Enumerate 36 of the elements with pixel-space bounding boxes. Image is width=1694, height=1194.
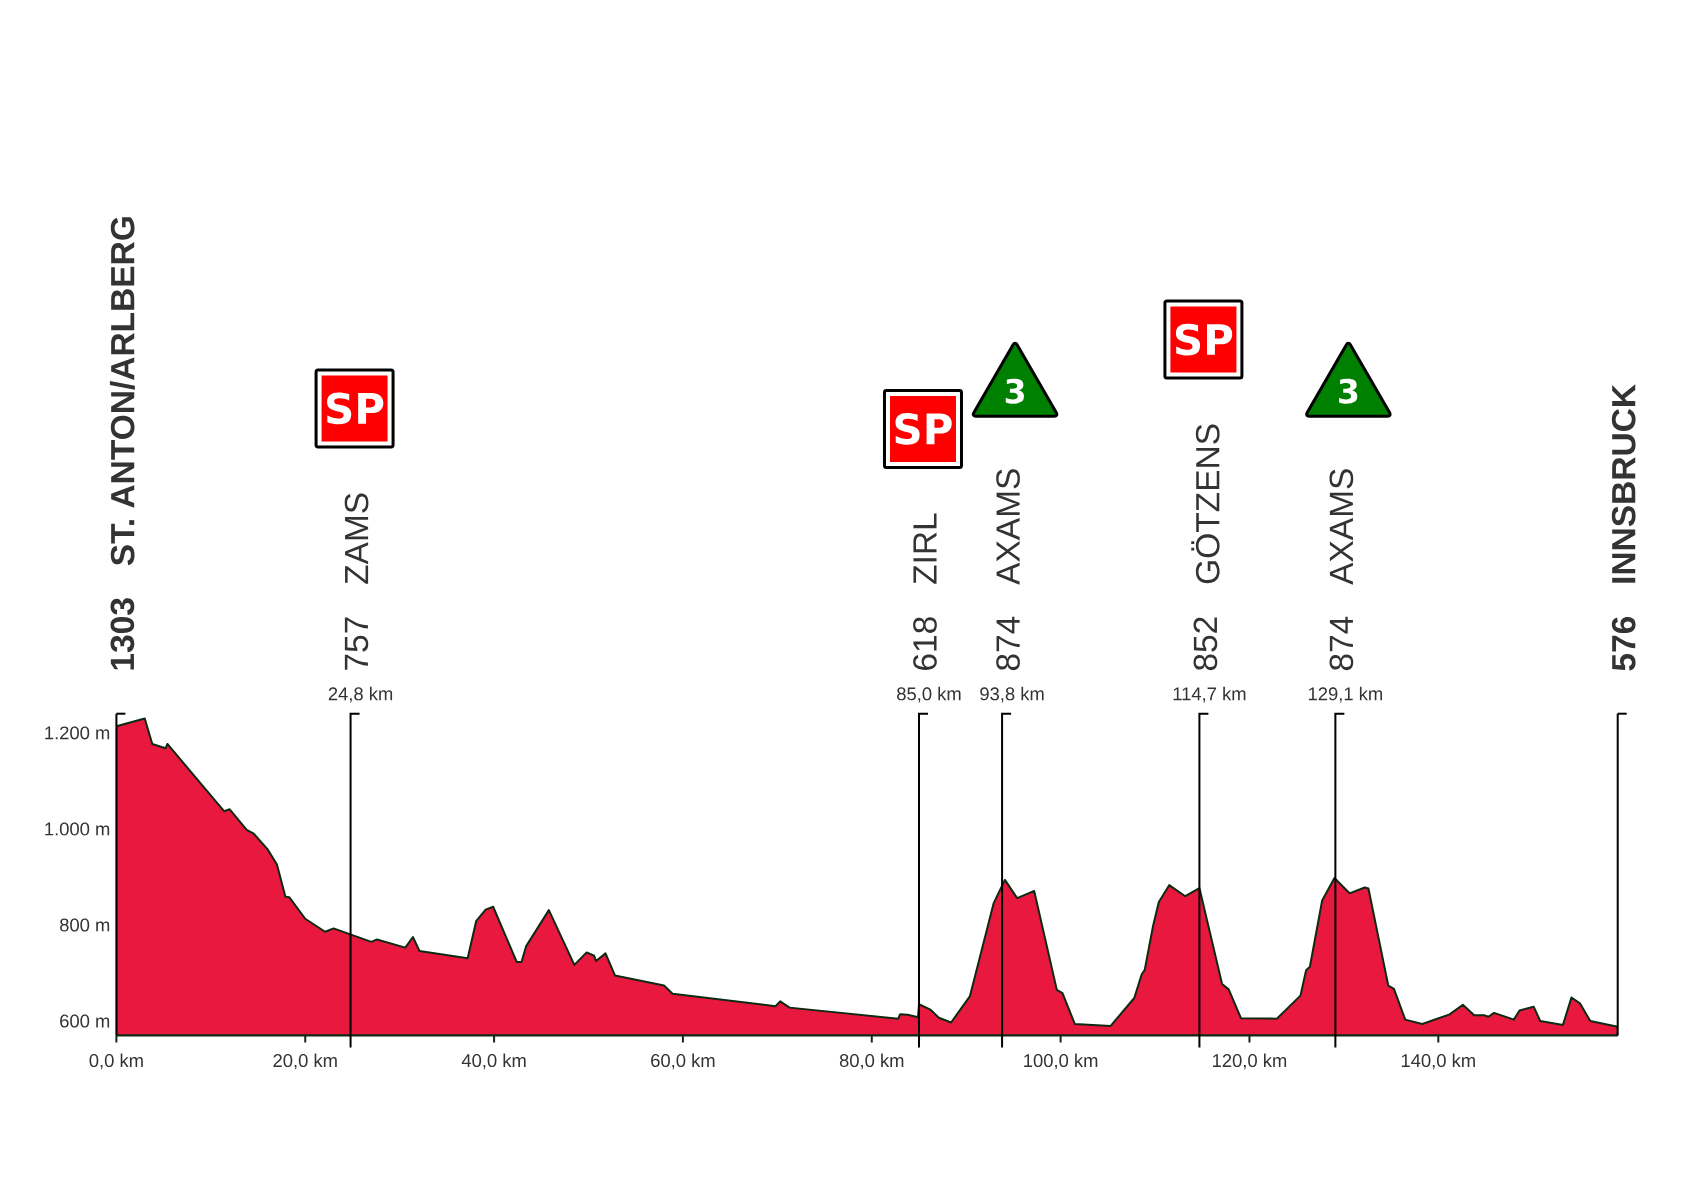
text: ST. ANTON/ARLBERG [109,217,135,566]
x-tick-label: 60,0 km [651,1053,715,1070]
y-tick-label: 1.200 m [45,726,110,740]
text: SP [1175,323,1233,356]
text: AXAMS [996,469,1020,585]
text: 618 [913,617,937,670]
text: AXAMS [1329,469,1354,585]
x-tick-label: 0,0 km [89,1053,143,1070]
text: 757 [344,617,369,670]
text: 874 [1329,616,1354,671]
text: ZAMS [344,493,369,584]
ref-line-label: 24,8 km [328,686,393,703]
text: 3 [1005,378,1024,404]
text: GÖTZENS [1191,424,1220,584]
text: 576 [1611,616,1636,671]
text: INNSBRUCK [1611,384,1636,583]
text: 3 [1339,378,1358,404]
ref-line-label: 114,7 km [1173,686,1246,703]
ref-line-label: 129,1 km [1308,686,1382,703]
text: 1303 [110,598,135,670]
x-tick-label: 80,0 km [839,1053,904,1070]
x-tick-label: 120,0 km [1213,1053,1287,1070]
text: 874 [996,616,1020,671]
x-tick-label: 20,0 km [273,1053,337,1070]
text: ZIRL [913,513,937,584]
y-tick-label: 1.000 m [45,822,110,836]
ref-line-label: 93,8 km [980,686,1044,703]
x-tick-label: 40,0 km [461,1053,526,1070]
text: SP [327,392,384,425]
y-tick-label: 600 m [60,1014,110,1028]
text: 852 [1193,617,1218,671]
ref-line-label: 85,0 km [897,686,961,703]
y-tick-label: 800 m [60,918,110,932]
x-tick-label: 100,0 km [1024,1053,1098,1070]
x-tick-label: 140,0 km [1401,1053,1475,1070]
text: SP [895,413,952,445]
